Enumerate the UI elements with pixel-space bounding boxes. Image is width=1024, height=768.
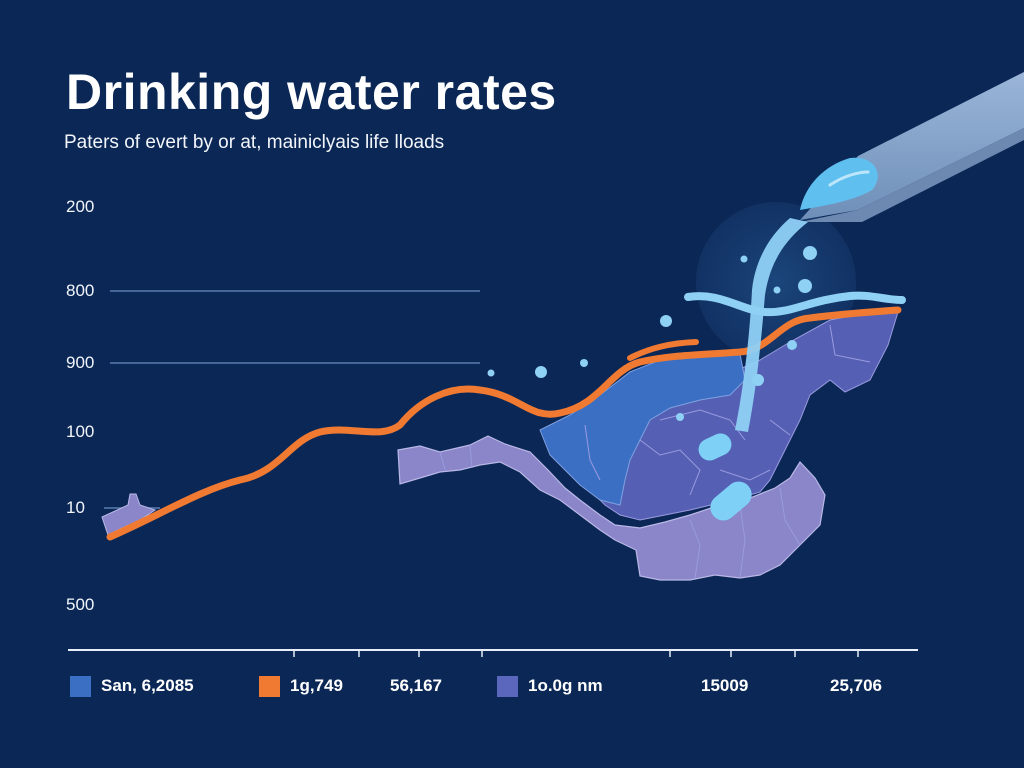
water-droplet xyxy=(676,413,684,421)
water-wave xyxy=(684,291,906,317)
water-glow xyxy=(696,202,856,362)
water-droplet xyxy=(752,374,764,386)
legend-label: 1g,749 xyxy=(290,676,343,695)
water-droplets xyxy=(487,246,817,421)
legend-item: 1g,749 xyxy=(259,674,343,698)
water-spout xyxy=(800,157,878,210)
y-tick-label: 10 xyxy=(66,498,85,517)
legend-swatch xyxy=(497,675,518,697)
rate-line-series xyxy=(106,306,902,541)
map-region-light xyxy=(397,435,826,581)
water-droplet xyxy=(580,359,588,367)
legend-label: 1o.0g nm xyxy=(528,676,603,695)
legend-swatch xyxy=(70,675,91,697)
water-droplet xyxy=(487,369,495,377)
water-droplet xyxy=(787,340,797,350)
water-droplet xyxy=(773,286,781,294)
water-pool xyxy=(698,433,732,461)
legend-label: San, 6,2085 xyxy=(101,676,194,695)
y-tick-label: 100 xyxy=(66,422,95,441)
water-highlight xyxy=(828,170,870,187)
x-ticks xyxy=(293,650,859,657)
legend-item: San, 6,2085 xyxy=(70,674,194,698)
water-droplet xyxy=(740,255,748,263)
water-droplet xyxy=(803,246,817,260)
rate-line-segment xyxy=(627,339,699,361)
y-tick-label: 800 xyxy=(66,281,95,300)
chart-title: Drinking water rates xyxy=(66,64,557,120)
water-droplet xyxy=(798,279,812,293)
y-tick-label: 200 xyxy=(66,197,95,216)
legend-label: 56,167 xyxy=(390,676,442,695)
map-region-mid xyxy=(559,311,899,521)
legend-swatch xyxy=(259,675,280,697)
water-droplet xyxy=(535,366,547,378)
chart-subtitle: Paters of evert by or at, mainiclyais li… xyxy=(64,132,445,153)
map-region-blue xyxy=(539,353,746,506)
legend-item: 1o.0g nm xyxy=(497,674,603,698)
y-tick-label: 900 xyxy=(66,353,95,372)
y-tick-label: 500 xyxy=(66,595,95,614)
legend-label: 15009 xyxy=(701,676,749,695)
legend-label: 25,706 xyxy=(830,676,882,695)
water-pool xyxy=(710,481,752,521)
water-droplet xyxy=(660,315,672,327)
